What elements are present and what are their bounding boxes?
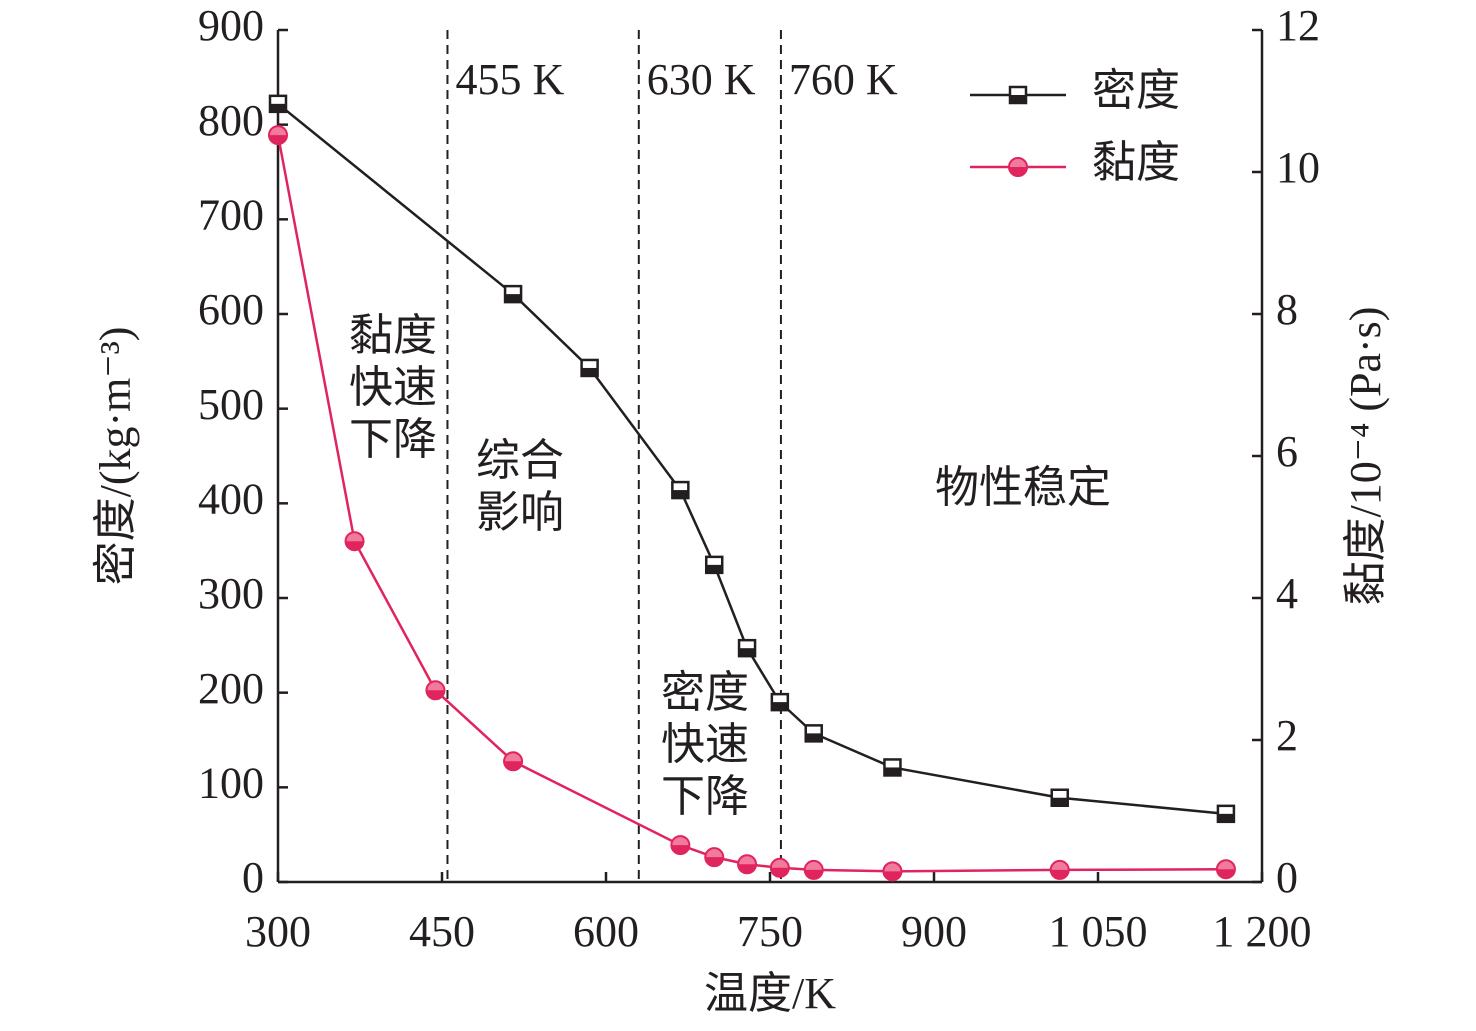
y-tick-label: 700 [198, 190, 264, 239]
marker-fill [1010, 95, 1026, 103]
marker-fill [1217, 813, 1234, 822]
legend-label: 密度 [1092, 66, 1180, 115]
y-tick-label: 800 [198, 96, 264, 145]
annotation: 下降 [349, 415, 437, 464]
x-tick-label: 1 050 [1049, 907, 1148, 956]
annotation: 快速 [661, 720, 749, 769]
y-tick-label: 100 [198, 758, 264, 807]
y-axis-title: 密度/(kg·m⁻³) [91, 327, 140, 586]
annotation: 下降 [661, 772, 749, 821]
marker-shine [672, 837, 689, 846]
y2-tick-label: 2 [1276, 711, 1298, 760]
marker-shine [739, 856, 756, 865]
annotation: 密度 [661, 668, 749, 717]
annotation: 物性稳定 [935, 463, 1111, 512]
x-tick-label: 450 [409, 907, 475, 956]
marker-shine [706, 849, 723, 858]
marker-shine [805, 861, 822, 870]
marker-fill [739, 648, 756, 657]
y-tick-label: 400 [198, 474, 264, 523]
x-tick-label: 1 200 [1213, 907, 1312, 956]
y-tick-label: 200 [198, 664, 264, 713]
marker-fill [505, 294, 522, 303]
y-tick-label: 300 [198, 569, 264, 618]
reference-label: 760 K [789, 55, 898, 104]
y2-tick-label: 12 [1276, 1, 1320, 50]
y-tick-label: 900 [198, 1, 264, 50]
series [268, 125, 1236, 882]
marker-fill [706, 564, 723, 573]
reference-label: 630 K [647, 55, 756, 104]
marker-shine [270, 127, 286, 136]
y2-tick-label: 6 [1276, 427, 1298, 476]
y2-tick-label: 8 [1276, 285, 1298, 334]
marker-shine [427, 682, 444, 691]
marker-fill [771, 702, 788, 711]
marker-fill [270, 103, 286, 112]
marker-shine [1010, 159, 1026, 167]
marker-shine [1051, 861, 1068, 870]
x-tick-label: 300 [245, 907, 311, 956]
marker-shine [884, 863, 901, 872]
annotation: 快速 [349, 363, 437, 412]
marker-fill [805, 733, 822, 742]
marker-shine [1217, 861, 1234, 870]
x-tick-label: 750 [737, 907, 803, 956]
marker-shine [346, 533, 363, 542]
y2-tick-label: 0 [1276, 853, 1298, 902]
series [268, 94, 1236, 824]
y2-tick-label: 4 [1276, 569, 1298, 618]
x-tick-label: 600 [573, 907, 639, 956]
marker-fill [672, 490, 689, 499]
x-tick-label: 900 [901, 907, 967, 956]
y2-axis-title: 黏度/10⁻⁴ (Pa·s) [1341, 307, 1390, 606]
x-axis-title: 温度/K [704, 969, 836, 1018]
annotation: 影响 [476, 488, 564, 537]
series-line [276, 134, 1226, 873]
y-tick-label: 500 [198, 380, 264, 429]
marker-shine [505, 753, 522, 762]
y-tick-label: 600 [198, 285, 264, 334]
annotation: 综合 [476, 436, 564, 485]
y2-tick-label: 10 [1276, 143, 1320, 192]
annotation: 黏度 [349, 311, 437, 360]
y-tick-label: 0 [242, 853, 264, 902]
marker-fill [884, 767, 901, 776]
marker-fill [1051, 797, 1068, 806]
reference-label: 455 K [455, 55, 564, 104]
legend-label: 黏度 [1092, 138, 1180, 187]
marker-fill [581, 367, 598, 376]
marker-shine [771, 859, 788, 868]
